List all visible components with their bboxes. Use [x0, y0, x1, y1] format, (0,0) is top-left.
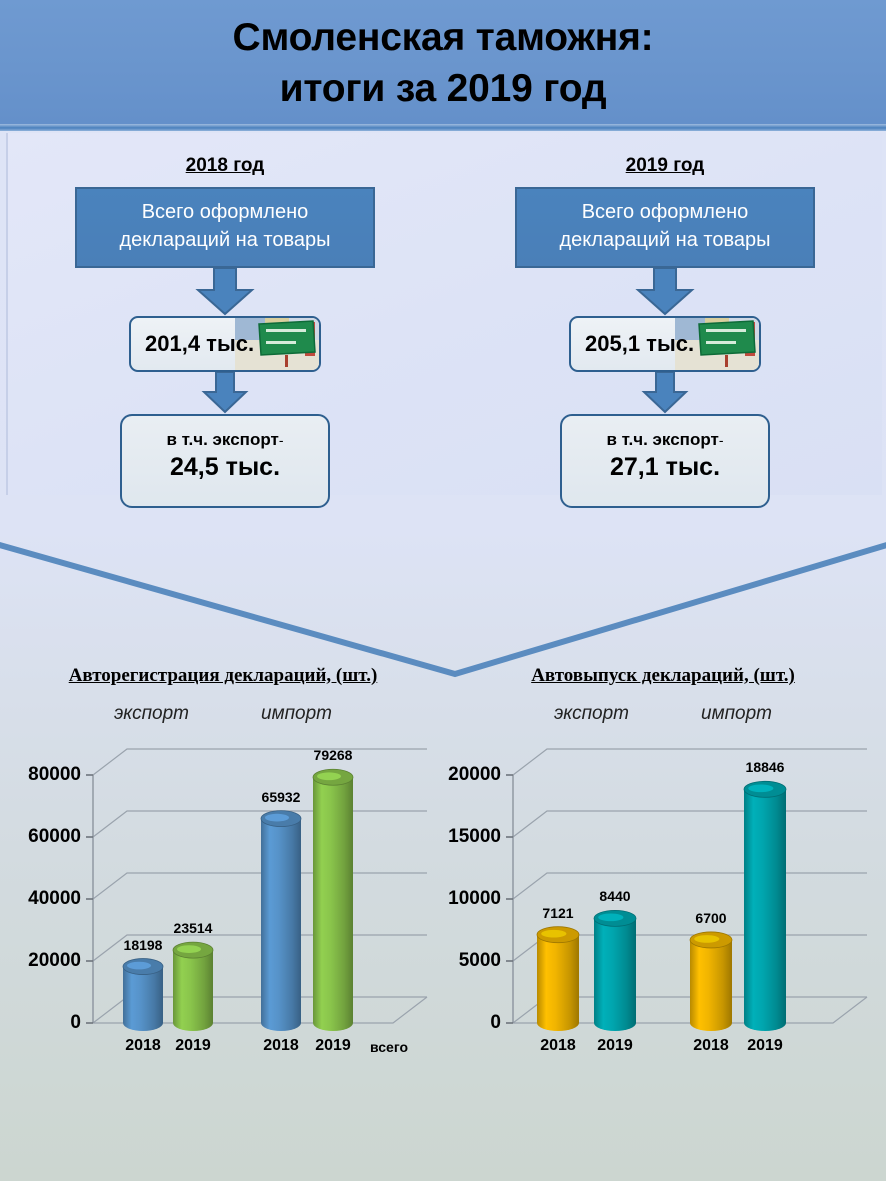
chart-legend-autoregistration: экспорт импорт [3, 703, 443, 725]
year-label-2019: 2019 год [625, 155, 705, 176]
chart-title-autorelease: Автовыпуск деклараций, (шт.) [531, 665, 795, 686]
year-column-2019: 2019 год Всего оформлено деклараций на т… [455, 155, 875, 509]
export-label-text-2018: в т.ч. экспорт [166, 430, 279, 450]
x-axis-extra-label: всего [369, 1039, 409, 1055]
bar-value-label: 65932 [261, 788, 301, 805]
x-axis-category-label: 2018 [125, 1037, 161, 1054]
chart-legend-autorelease: экспорт импорт [443, 703, 883, 725]
year-label-2018: 2018 год [185, 155, 265, 176]
y-axis-tick-label: 5000 [458, 950, 501, 971]
total-declarations-line1: Всего оформлено [141, 201, 309, 223]
x-axis-category-label: 2019 [747, 1037, 783, 1054]
total-declarations-line1: Всего оформлено [581, 201, 749, 223]
bar-value-label: 18846 [745, 759, 785, 776]
chart-autorelease: Автовыпуск деклараций, (шт.) экспорт имп… [443, 665, 883, 1073]
y-axis-tick-label: 10000 [448, 888, 501, 909]
x-axis-category-label: 2019 [597, 1037, 633, 1054]
bar-value-label: 23514 [173, 920, 213, 937]
export-label-text-2019: в т.ч. экспорт [606, 430, 719, 450]
chevron-connector-icon [0, 542, 886, 678]
export-label-2018: в т.ч. экспорт- [128, 430, 322, 450]
export-label-2019: в т.ч. экспорт- [568, 430, 762, 450]
y-axis-tick-label: 15000 [448, 826, 501, 847]
total-value-box-2019: 205,1 тыс. [569, 316, 761, 373]
bar-value-label: 8440 [599, 888, 631, 905]
year-column-2018: 2018 год Всего оформлено деклараций на т… [15, 155, 435, 509]
total-declarations-line2: деклараций на товары [119, 228, 331, 251]
arrow-down-icon [195, 268, 255, 316]
x-axis-category-label: 2019 [315, 1037, 351, 1054]
legend-item-export: экспорт [553, 703, 629, 724]
y-axis-tick-label: 40000 [28, 888, 81, 909]
x-axis-category-label: 2018 [540, 1037, 576, 1054]
title-band [0, 0, 886, 124]
bar-value-label: 7121 [542, 904, 574, 921]
total-declarations-box-2018: Всего оформлено деклараций на товары [75, 187, 375, 269]
x-axis-category-label: 2019 [175, 1037, 211, 1054]
legend-item-import: импорт [261, 703, 333, 724]
export-box-2019: в т.ч. экспорт- 27,1 тыс. [560, 414, 770, 509]
export-value-2019: 27,1 тыс. [609, 453, 721, 482]
chart-title-autoregistration: Авторегистрация деклараций, (шт.) [68, 665, 378, 686]
total-declarations-box-2019: Всего оформлено деклараций на товары [515, 187, 815, 269]
bar-value-label: 18198 [123, 936, 163, 953]
customs-control-zone-sign-photo [235, 318, 319, 371]
total-declarations-line2: деклараций на товары [559, 228, 771, 251]
y-axis-tick-label: 0 [70, 1012, 81, 1033]
customs-control-zone-sign-photo [675, 318, 759, 371]
page-title-line2: итоги за 2019 год [279, 67, 607, 111]
page-title-line1: Смоленская таможня: [232, 16, 654, 59]
title-band-rule [0, 124, 886, 131]
export-dash-2018: - [278, 432, 284, 449]
chart-plot-area-autorelease: 7121 8440 6700 18846 20000 15000 10000 5000 0 201… [443, 733, 883, 1073]
y-axis-tick-label: 20000 [28, 950, 81, 971]
arrow-down-icon [641, 372, 689, 414]
arrow-down-icon [201, 372, 249, 414]
chart-autoregistration: Авторегистрация деклараций, (шт.) экспор… [3, 665, 443, 1073]
export-dash-2019: - [718, 432, 724, 449]
bar-value-label: 6700 [695, 909, 727, 926]
chart-plot-area-autoregistration: 18198 23514 65932 79268 80000 60000 40000 20000… [3, 733, 443, 1073]
page-title: Смоленская таможня: итоги за 2019 год [0, 12, 886, 115]
total-value-box-2018: 201,4 тыс. [129, 316, 321, 373]
bar-value-label: 79268 [313, 747, 353, 764]
total-value-text-2019: 205,1 тыс. [585, 331, 695, 357]
x-axis-category-label: 2018 [693, 1037, 729, 1054]
arrow-down-icon [635, 268, 695, 316]
legend-item-export: экспорт [113, 703, 189, 724]
y-axis-tick-label: 20000 [448, 764, 501, 785]
legend-item-import: импорт [701, 703, 773, 724]
x-axis-category-label: 2018 [263, 1037, 299, 1054]
export-box-2018: в т.ч. экспорт- 24,5 тыс. [120, 414, 330, 509]
y-axis-tick-label: 0 [490, 1012, 501, 1033]
y-axis-tick-label: 60000 [28, 826, 81, 847]
y-axis-tick-label: 80000 [28, 764, 81, 785]
total-value-text-2018: 201,4 тыс. [145, 331, 255, 357]
export-value-2018: 24,5 тыс. [169, 453, 281, 482]
